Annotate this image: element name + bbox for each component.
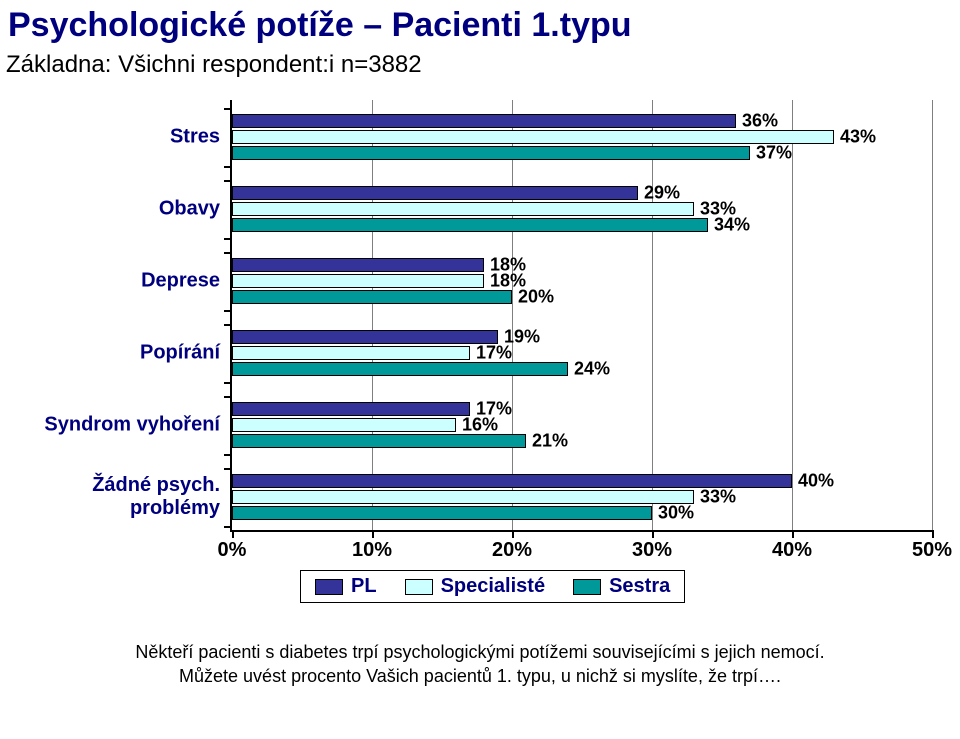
category-label: Deprese [0, 270, 220, 293]
bar [232, 218, 708, 232]
value-label: 40% [798, 471, 834, 492]
bar [232, 274, 484, 288]
bar [232, 258, 484, 272]
x-tick-label: 20% [492, 539, 532, 562]
plot-area: 0%10%20%30%40%50%36%43%37%29%33%34%18%18… [230, 100, 932, 532]
value-label: 21% [532, 431, 568, 452]
bar [232, 490, 694, 504]
bar [232, 146, 750, 160]
bar [232, 202, 694, 216]
legend-label: Specialisté [441, 575, 546, 598]
legend-item: PL [315, 575, 377, 598]
value-label: 34% [714, 215, 750, 236]
value-label: 20% [518, 287, 554, 308]
category-label: Stres [0, 126, 220, 149]
bar [232, 434, 526, 448]
subtitle: Základna: Všichni respondent:i n=3882 [0, 45, 960, 79]
bar-chart: 0%10%20%30%40%50%36%43%37%29%33%34%18%18… [0, 100, 960, 590]
legend-item: Sestra [573, 575, 670, 598]
category-label: Obavy [0, 198, 220, 221]
value-label: 17% [476, 343, 512, 364]
category-label: Popírání [0, 342, 220, 365]
x-tick-label: 50% [912, 539, 952, 562]
bar [232, 290, 512, 304]
value-label: 29% [644, 183, 680, 204]
bar [232, 402, 470, 416]
bar [232, 330, 498, 344]
value-label: 16% [462, 415, 498, 436]
value-label: 24% [574, 359, 610, 380]
bar [232, 346, 470, 360]
bar [232, 362, 568, 376]
bar [232, 114, 736, 128]
x-tick-label: 30% [632, 539, 672, 562]
value-label: 33% [700, 487, 736, 508]
value-label: 30% [658, 503, 694, 524]
legend-swatch [315, 579, 343, 595]
bar [232, 186, 638, 200]
footnote-line1: Někteří pacienti s diabetes trpí psychol… [135, 642, 824, 662]
footnote-line2: Můžete uvést procento Vašich pacientů 1.… [179, 666, 781, 686]
legend-label: Sestra [609, 575, 670, 598]
footnote: Někteří pacienti s diabetes trpí psychol… [0, 640, 960, 689]
legend-label: PL [351, 575, 377, 598]
value-label: 43% [840, 127, 876, 148]
category-label: Žádné psych.problémy [0, 474, 220, 520]
legend-item: Specialisté [405, 575, 546, 598]
bar [232, 130, 834, 144]
bar [232, 506, 652, 520]
bar [232, 418, 456, 432]
category-label: Syndrom vyhoření [0, 414, 220, 437]
value-label: 37% [756, 143, 792, 164]
x-tick-label: 40% [772, 539, 812, 562]
legend-swatch [573, 579, 601, 595]
page-title: Psychologické potíže – Pacienti 1.typu [0, 0, 960, 45]
x-tick-label: 10% [352, 539, 392, 562]
legend: PL Specialisté Sestra [300, 570, 685, 603]
value-label: 36% [742, 111, 778, 132]
x-tick-label: 0% [218, 539, 247, 562]
legend-swatch [405, 579, 433, 595]
